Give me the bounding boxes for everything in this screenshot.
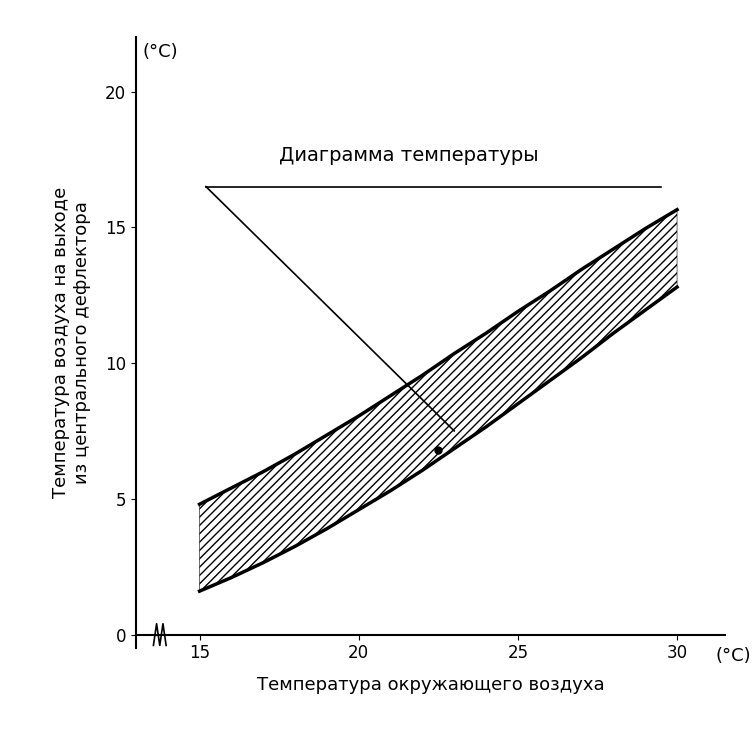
Text: (°C): (°C) (142, 42, 178, 60)
X-axis label: Температура окружающего воздуха: Температура окружающего воздуха (257, 676, 604, 694)
Text: (°C): (°C) (715, 647, 751, 665)
Y-axis label: Температура воздуха на выходе
из центрального дефлектора: Температура воздуха на выходе из централ… (52, 187, 91, 498)
Text: Диаграмма температуры: Диаграмма температуры (279, 146, 539, 165)
